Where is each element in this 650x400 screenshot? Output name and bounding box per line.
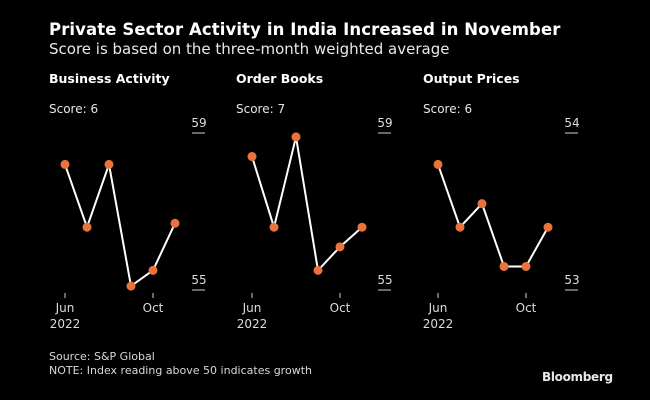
data-point bbox=[291, 132, 301, 142]
x-tick-label: Oct bbox=[143, 301, 164, 315]
data-point bbox=[104, 159, 114, 169]
x-tick-sublabel: 2022 bbox=[50, 317, 81, 331]
data-point bbox=[170, 218, 180, 228]
x-tick-sublabel: 2022 bbox=[237, 317, 268, 331]
footnote: NOTE: Index reading above 50 indicates g… bbox=[49, 364, 312, 377]
data-point bbox=[477, 199, 487, 209]
data-point bbox=[126, 281, 136, 291]
y-tick-label: 55 bbox=[377, 273, 392, 287]
data-point bbox=[455, 222, 465, 232]
y-tick-label: 55 bbox=[191, 273, 206, 287]
data-point bbox=[313, 265, 323, 275]
panel-title-business-activity: Business Activity bbox=[49, 71, 170, 86]
data-point bbox=[357, 222, 367, 232]
y-tick-label: 54 bbox=[564, 116, 579, 130]
x-tick-label: Oct bbox=[330, 301, 351, 315]
panel-title-output-prices: Output Prices bbox=[423, 71, 520, 86]
series-line bbox=[437, 164, 549, 268]
x-tick-label: Jun bbox=[428, 301, 448, 315]
data-point bbox=[82, 222, 92, 232]
panel-title-order-books: Order Books bbox=[236, 71, 324, 86]
series-line bbox=[64, 160, 176, 288]
data-point bbox=[521, 261, 531, 271]
score-output-prices: Score: 6 bbox=[423, 102, 473, 116]
y-tick-label: 59 bbox=[377, 116, 392, 130]
source-note: Source: S&P Global bbox=[49, 350, 155, 363]
data-point bbox=[335, 242, 345, 252]
data-point bbox=[433, 159, 443, 169]
data-point bbox=[60, 159, 70, 169]
x-tick-sublabel: 2022 bbox=[423, 317, 454, 331]
y-tick-label: 59 bbox=[191, 116, 206, 130]
bloomberg-logo: Bloomberg bbox=[542, 370, 613, 384]
chart-title: Private Sector Activity in India Increas… bbox=[49, 20, 561, 39]
y-tick-label: 53 bbox=[564, 273, 579, 287]
x-tick-label: Jun bbox=[55, 301, 75, 315]
chart-subtitle: Score is based on the three-month weight… bbox=[49, 40, 450, 58]
score-order-books: Score: 7 bbox=[236, 102, 286, 116]
data-point bbox=[543, 222, 553, 232]
x-tick-label: Jun bbox=[242, 301, 262, 315]
score-business-activity: Score: 6 bbox=[49, 102, 99, 116]
data-point bbox=[148, 265, 158, 275]
data-point bbox=[247, 152, 257, 162]
series-line bbox=[251, 136, 363, 273]
data-point bbox=[269, 222, 279, 232]
x-tick-label: Oct bbox=[516, 301, 537, 315]
data-point bbox=[499, 261, 509, 271]
